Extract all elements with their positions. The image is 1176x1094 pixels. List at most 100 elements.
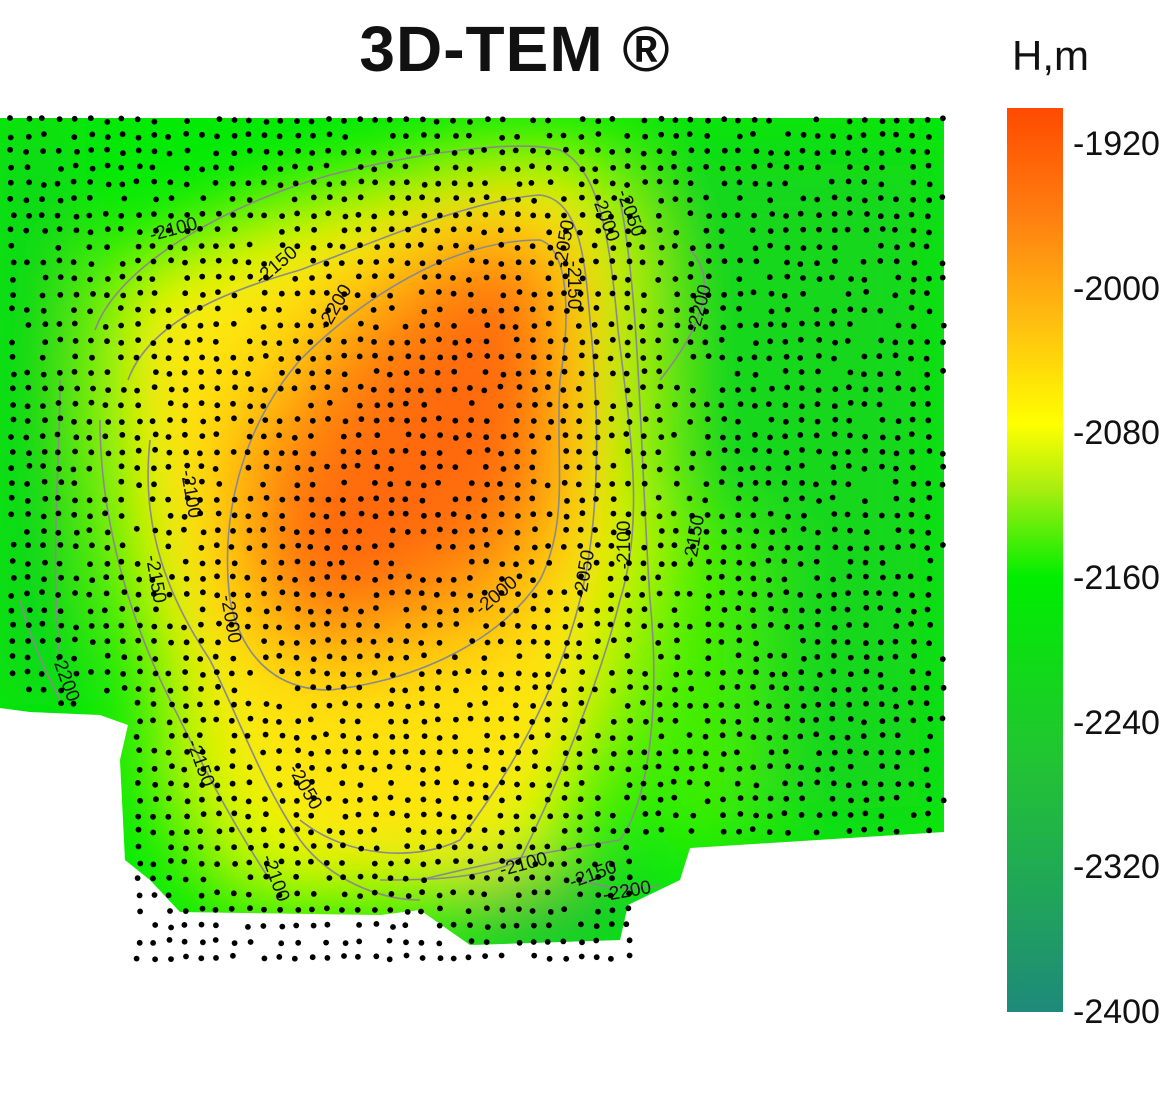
survey-point xyxy=(672,686,678,693)
survey-point xyxy=(324,620,330,627)
survey-point xyxy=(515,591,521,597)
survey-point xyxy=(247,495,254,502)
survey-point xyxy=(151,148,158,155)
survey-point xyxy=(308,858,314,865)
survey-point xyxy=(687,116,694,123)
survey-point xyxy=(563,781,570,788)
survey-point xyxy=(370,149,377,156)
survey-point xyxy=(323,860,330,866)
survey-point xyxy=(546,782,553,789)
survey-point xyxy=(752,403,758,409)
survey-point xyxy=(846,417,853,424)
survey-point xyxy=(640,355,647,361)
survey-point xyxy=(341,291,348,297)
survey-point xyxy=(832,450,838,457)
survey-point xyxy=(564,498,570,504)
survey-point xyxy=(592,527,598,533)
survey-point xyxy=(103,590,110,597)
survey-point xyxy=(168,857,174,864)
survey-point xyxy=(136,275,143,282)
survey-point xyxy=(39,638,46,644)
survey-point xyxy=(198,955,205,962)
survey-point xyxy=(830,780,837,787)
survey-point xyxy=(879,226,886,232)
survey-point xyxy=(403,654,410,661)
survey-point xyxy=(672,527,679,534)
survey-point xyxy=(102,402,109,408)
survey-point xyxy=(832,258,838,264)
survey-point xyxy=(801,512,807,519)
survey-point xyxy=(246,827,253,834)
survey-point xyxy=(721,447,728,453)
survey-point xyxy=(309,512,316,518)
survey-point xyxy=(578,352,585,359)
survey-point xyxy=(357,242,363,249)
survey-point xyxy=(231,810,238,817)
survey-point xyxy=(829,320,835,327)
survey-point xyxy=(135,843,142,850)
survey-point xyxy=(452,734,458,740)
survey-point xyxy=(38,671,45,677)
survey-point xyxy=(925,480,932,487)
survey-point xyxy=(624,133,631,139)
survey-point xyxy=(672,243,678,249)
survey-point xyxy=(373,811,379,818)
survey-point xyxy=(388,466,394,472)
survey-point xyxy=(752,431,758,438)
survey-point xyxy=(768,684,775,691)
survey-point xyxy=(529,495,536,502)
survey-point xyxy=(880,574,886,581)
survey-point xyxy=(197,497,203,503)
survey-point xyxy=(611,195,618,201)
survey-point xyxy=(768,308,775,315)
survey-point xyxy=(862,810,869,817)
survey-point xyxy=(735,387,741,393)
survey-point xyxy=(245,131,252,138)
survey-point xyxy=(370,226,377,233)
survey-point xyxy=(736,195,743,201)
survey-point xyxy=(277,575,283,581)
survey-point xyxy=(562,403,569,409)
survey-point xyxy=(23,434,30,441)
survey-point xyxy=(278,858,285,865)
survey-point xyxy=(136,163,143,170)
survey-point xyxy=(658,244,665,251)
survey-point xyxy=(801,655,807,662)
survey-point xyxy=(719,387,726,393)
survey-point xyxy=(878,749,885,756)
survey-point xyxy=(371,889,378,896)
survey-point xyxy=(199,560,206,567)
survey-point xyxy=(656,590,663,597)
survey-point xyxy=(198,463,205,469)
survey-point xyxy=(199,166,206,173)
survey-point xyxy=(323,939,329,946)
survey-point xyxy=(357,116,364,123)
survey-point xyxy=(434,197,441,203)
survey-point xyxy=(847,716,854,722)
survey-point xyxy=(831,687,838,693)
survey-point xyxy=(877,213,884,220)
survey-point xyxy=(402,447,409,454)
survey-point xyxy=(435,543,442,550)
survey-point xyxy=(71,418,77,425)
survey-point xyxy=(703,544,710,551)
survey-point xyxy=(785,763,791,770)
survey-point xyxy=(925,592,932,598)
survey-point xyxy=(797,733,804,740)
survey-point xyxy=(41,576,47,583)
survey-point xyxy=(718,479,725,485)
survey-point xyxy=(232,369,238,376)
survey-point xyxy=(721,147,728,154)
survey-point xyxy=(815,164,821,171)
survey-point xyxy=(433,591,440,598)
survey-point xyxy=(137,860,144,867)
survey-point xyxy=(276,418,283,425)
survey-point xyxy=(595,227,602,234)
survey-point xyxy=(8,242,15,249)
survey-point xyxy=(670,510,677,517)
survey-point xyxy=(575,842,582,849)
survey-point xyxy=(341,953,347,959)
survey-point xyxy=(753,700,760,706)
survey-point xyxy=(544,939,551,945)
survey-point xyxy=(547,291,553,297)
